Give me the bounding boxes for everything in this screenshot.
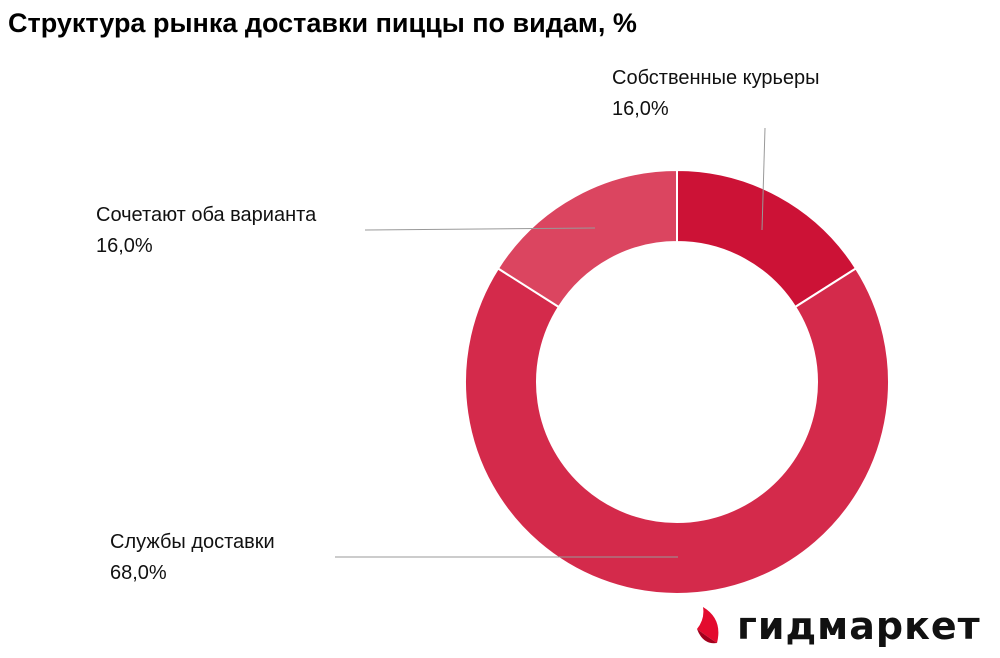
gidmarket-logo: гидмаркет <box>695 604 981 648</box>
slice-value: 16,0% <box>612 98 669 120</box>
chart-title: Структура рынка доставки пиццы по видам,… <box>8 8 637 38</box>
slice-label-1: Службы доставки 68,0% <box>110 527 275 589</box>
slice-value: 16,0% <box>96 235 153 257</box>
donut-slice-2 <box>496 168 678 309</box>
slice-name: Службы доставки <box>110 531 275 553</box>
slice-name: Собственные курьеры <box>612 67 820 89</box>
leader-line-0 <box>761 127 766 231</box>
donut-slice-1 <box>464 267 890 595</box>
slice-label-2: Сочетают оба варианта 16,0% <box>96 200 316 262</box>
logo-text: гидмаркет <box>737 604 981 648</box>
slice-name: Сочетают оба варианта <box>96 204 317 226</box>
leader-line-1 <box>364 227 596 231</box>
slice-value: 68,0% <box>110 562 167 584</box>
slice-label-0: Собственные курьеры 16,0% <box>612 63 820 125</box>
logo-icon <box>697 607 719 644</box>
